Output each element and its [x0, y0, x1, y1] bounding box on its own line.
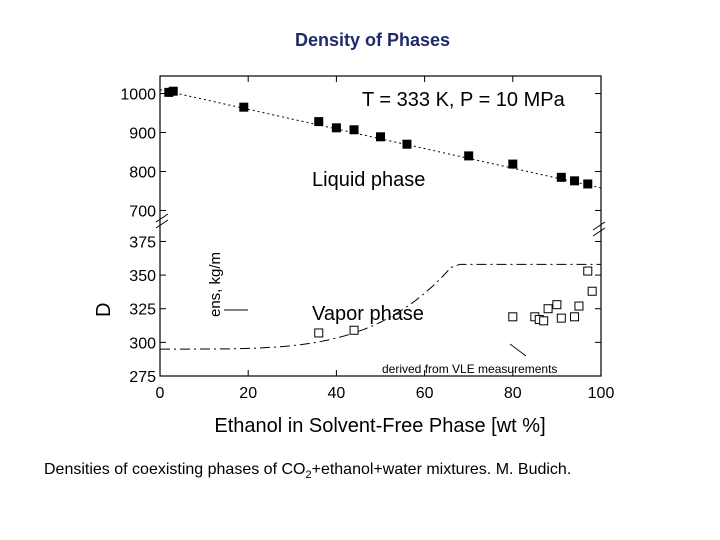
x-tick-label-100: 100 [588, 385, 615, 402]
condition-annotation: T = 333 K, P = 10 MPa [362, 89, 566, 111]
x-tick-label-20: 20 [239, 385, 257, 402]
caption-subscript: 2 [305, 469, 312, 482]
vapor-vle-curve [160, 263, 601, 350]
liquid-phase-label: Liquid phase [312, 169, 425, 191]
curve-label: derived from VLE measurements [382, 362, 557, 376]
axis-break-mark-left-2 [155, 219, 169, 229]
density-chart: 0 20 40 60 80 100 700 800 900 1000 275 300 325 350 375… [93, 75, 614, 437]
y-tick-label-275: 275 [129, 369, 156, 386]
vapor-point-2 [508, 312, 518, 322]
liquid-point-5 [349, 125, 359, 135]
curve-label-leader [509, 343, 527, 357]
axis-break-mark-right [592, 221, 606, 231]
liquid-point-11 [570, 176, 580, 186]
caption-text-end: +ethanol+water mixtures. M. Budich. [311, 461, 572, 478]
vapor-phase-label: Vapor phase [312, 303, 424, 325]
liquid-point-1 [168, 86, 178, 96]
plot-frame [159, 75, 602, 377]
vapor-point-5 [539, 316, 549, 326]
data-points [164, 86, 597, 338]
vapor-point-10 [574, 301, 584, 311]
liquid-point-12 [583, 179, 593, 189]
vapor-point-12 [587, 286, 597, 296]
vapor-point-8 [556, 313, 566, 323]
vapor-point-0 [314, 328, 324, 338]
vapor-point-1 [349, 325, 359, 335]
vapor-point-7 [552, 300, 562, 310]
x-tick-label-80: 80 [504, 385, 522, 402]
vapor-point-6 [543, 304, 553, 314]
caption-text-start: Densities of coexisting phases of CO [44, 461, 306, 478]
liquid-point-4 [331, 123, 341, 133]
tick-group: 0 20 40 60 80 100 700 800 900 1000 275 300 325 350 375 [120, 76, 614, 402]
x-axis-label: Ethanol in Solvent-Free Phase [wt %] [214, 415, 545, 437]
x-tick-label-40: 40 [328, 385, 346, 402]
y-axis-unit-label: ens, kg/m [207, 252, 224, 317]
y-tick-label-900: 900 [129, 126, 156, 143]
y-tick-label-1000: 1000 [120, 87, 156, 104]
liquid-point-2 [239, 102, 249, 112]
y-tick-label-300: 300 [129, 335, 156, 352]
x-tick-label-60: 60 [416, 385, 434, 402]
axis-break-mark-right-2 [592, 227, 606, 237]
slide-title: Density of Phases [294, 30, 451, 50]
liquid-point-10 [556, 172, 566, 182]
y-axis-label: D [93, 303, 115, 317]
vapor-point-9 [570, 312, 580, 322]
vapor-point-11 [583, 266, 593, 276]
liquid-point-8 [464, 151, 474, 161]
figure-caption: Densities of coexisting phases of CO2+et… [44, 461, 571, 481]
y-tick-label-350: 350 [129, 268, 156, 285]
y-tick-label-325: 325 [129, 302, 156, 319]
liquid-point-7 [402, 139, 412, 149]
y-tick-label-375: 375 [129, 234, 156, 251]
axis-break [155, 213, 606, 237]
axis-break-mark-left [155, 213, 169, 223]
liquid-point-6 [376, 132, 385, 142]
liquid-point-3 [314, 117, 324, 127]
liquid-point-9 [508, 159, 518, 169]
x-tick-label-0: 0 [156, 385, 165, 402]
y-tick-label-700: 700 [129, 203, 156, 220]
y-tick-label-800: 800 [129, 164, 156, 181]
